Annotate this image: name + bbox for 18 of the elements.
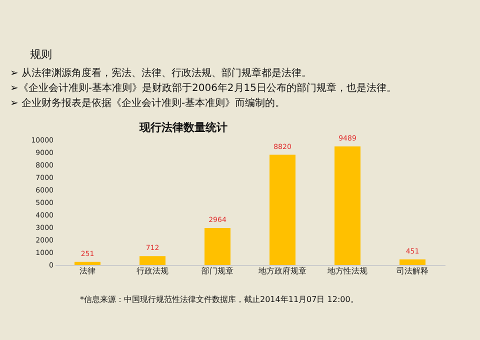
- text: 规则: [30, 48, 52, 61]
- x-tick-label: 地方性法规: [326, 266, 368, 276]
- bar: [400, 259, 426, 265]
- bar: [74, 262, 100, 265]
- bar: [140, 256, 166, 265]
- text: *信息来源：中国现行规范性法律文件数据库，截止2014年11月07日 12:00。: [80, 295, 358, 304]
- x-tick-label: 行政法规: [136, 266, 168, 276]
- bar: [270, 154, 296, 265]
- chart-title: 现行法律数量统计: [138, 121, 228, 134]
- x-tick-label: 部门规章: [202, 266, 234, 276]
- bar: [334, 146, 360, 265]
- text: ➢ 企业财务报表是依据《企业会计准则-基本准则》而编制的。: [10, 97, 286, 109]
- x-tick-label: 法律: [80, 266, 96, 276]
- x-tick-label: 司法解释: [396, 266, 428, 276]
- x-tick-label: 地方政府规章: [258, 266, 306, 276]
- text: ➢ 从法律渊源角度看，宪法、法律、行政法规、部门规章都是法律。: [10, 67, 312, 79]
- text: ➢《企业会计准则-基本准则》是财政部于2006年2月15日公布的部门规章，也是法律。: [10, 82, 397, 94]
- bar: [204, 228, 230, 265]
